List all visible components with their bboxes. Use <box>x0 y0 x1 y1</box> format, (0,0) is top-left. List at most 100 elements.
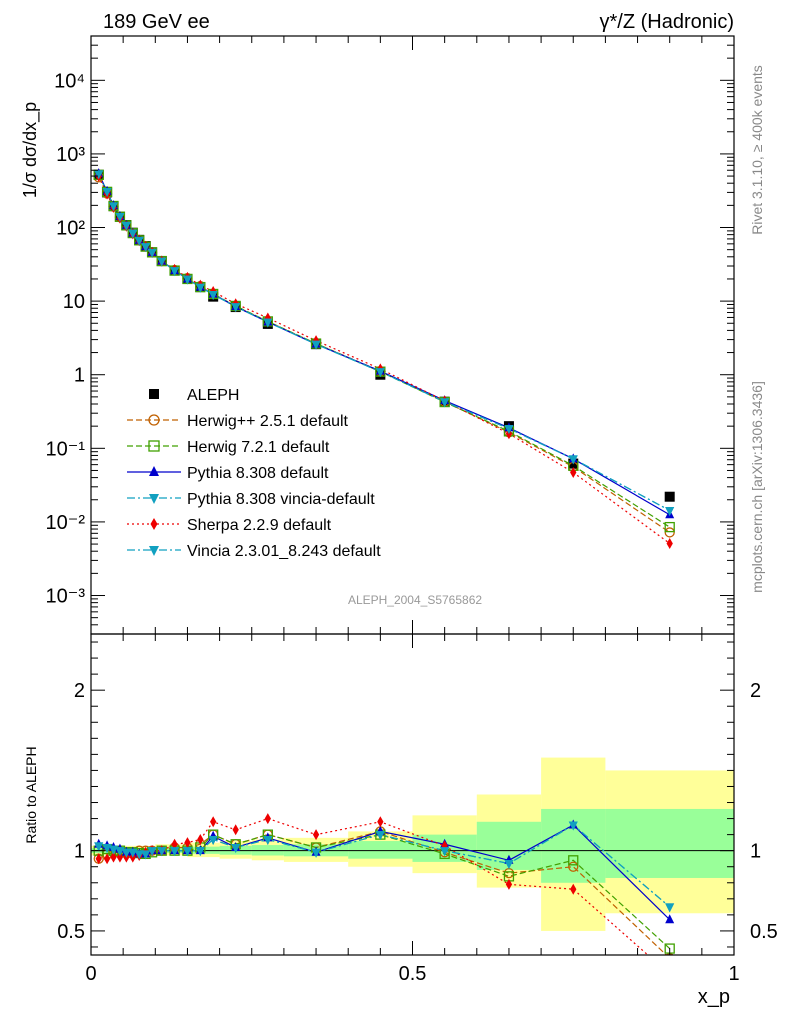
ratio-point-vincia-2-3-01-8-243-default-6 <box>134 850 144 860</box>
ratio-line-herwig-2-5-1-default <box>98 830 668 955</box>
legend-label-sherpa-2-2-9-default: Sherpa 2.2.9 default <box>187 517 332 534</box>
point-vincia-2-3-01-8-243-default-3 <box>115 213 125 223</box>
ratio-point-vincia-2-3-01-8-243-default-7 <box>141 850 151 860</box>
ratio-point-sherpa-2-2-9-default-13 <box>210 816 217 828</box>
legend-label-herwig-7-2-1-default: Herwig 7.2.1 default <box>187 439 330 456</box>
x-axis-title: x_p <box>698 986 730 1008</box>
point-vincia-2-3-01-8-243-default-19 <box>504 425 514 435</box>
line-pythia-8-308-default <box>98 173 671 516</box>
ratio-ytick-label-right-1: 1 <box>750 841 761 863</box>
ratio-point-sherpa-2-2-9-default-10 <box>171 838 178 850</box>
point-aleph-21 <box>664 491 675 502</box>
ratio-point-sherpa-2-2-9-default-20 <box>570 883 577 895</box>
ratio-point-vincia-2-3-01-8-243-default-20 <box>568 821 578 831</box>
point-vincia-2-3-01-8-243-default-10 <box>170 267 180 277</box>
point-herwig-7-2-1-default-21 <box>664 521 675 533</box>
ratio-point-vincia-2-3-01-8-243-default-8 <box>147 847 157 857</box>
ratio-point-vincia-2-3-01-8-243-default-3 <box>115 847 125 857</box>
ratio-point-herwig-2-5-1-default-20 <box>568 861 579 872</box>
top-ytick-label-0: 10⁻³ <box>46 586 86 608</box>
point-vincia-2-3-01-8-243-default-7 <box>141 243 151 253</box>
ratio-ytick-label-left-0: 0.5 <box>57 921 85 943</box>
rivet-label: Rivet 3.1.10, ≥ 400k events <box>749 65 765 235</box>
line-herwig-2-5-1-default <box>98 177 671 533</box>
ratio-line-sherpa-2-2-9-default <box>98 817 649 955</box>
legend-marker-herwig-2-5-1-default <box>148 414 160 426</box>
ratio-point-vincia-2-3-01-8-243-default-18 <box>440 847 450 857</box>
point-sherpa-2-2-9-default-21 <box>666 537 673 549</box>
point-vincia-2-3-01-8-243-default-12 <box>195 283 205 293</box>
line-vincia-2-3-01-8-243-default <box>98 173 670 512</box>
point-vincia-2-3-01-8-243-default-11 <box>182 275 192 285</box>
point-vincia-2-3-01-8-243-default-1 <box>102 188 112 198</box>
ratio-y-axis-title: Ratio to ALEPH <box>23 746 39 843</box>
x-tick-label-1: 0.5 <box>399 963 427 985</box>
mc-series-lines <box>98 173 671 955</box>
top-ytick-label-6: 10³ <box>56 144 85 166</box>
top-ytick-label-7: 10⁴ <box>54 70 85 92</box>
ratio-point-sherpa-2-2-9-default-17 <box>377 816 384 828</box>
ratio-point-vincia-2-3-01-8-243-default-2 <box>109 845 119 855</box>
point-sherpa-2-2-9-default-20 <box>570 466 577 478</box>
axes <box>90 35 735 956</box>
ratio-point-sherpa-2-2-9-default-16 <box>312 829 320 841</box>
point-vincia-2-3-01-8-243-default-16 <box>311 340 321 350</box>
ratio-point-sherpa-2-2-9-default-2 <box>110 851 117 863</box>
legend-marker-pythia-8-308-default <box>149 466 159 476</box>
top-ytick-label-3: 1 <box>74 365 85 387</box>
point-vincia-2-3-01-8-243-default-2 <box>109 202 119 212</box>
right-title: γ*/Z (Hadronic) <box>600 11 734 33</box>
ratio-point-vincia-2-3-01-8-243-default-1 <box>102 843 112 853</box>
legend-marker-herwig-7-2-1-default <box>148 440 160 452</box>
top-ytick-label-4: 10 <box>63 291 85 313</box>
ratio-point-pythia-8-308-default-21 <box>665 914 675 924</box>
top-ytick-label-1: 10⁻² <box>46 512 86 534</box>
legend-label-pythia-8-308-vincia-default: Pythia 8.308 vincia-default <box>187 491 375 508</box>
ratio-ytick-label-left-1: 1 <box>74 841 85 863</box>
ratio-point-vincia-2-3-01-8-243-default-9 <box>157 847 167 857</box>
ratio-point-sherpa-2-2-9-default-1 <box>103 853 111 865</box>
legend: ALEPH Herwig++ 2.5.1 default Herwig 7.2.1 … <box>127 387 381 560</box>
mcplots-label: mcplots.cern.ch [arXiv:1306.3436] <box>749 381 765 593</box>
point-vincia-2-3-01-8-243-default-15 <box>263 318 273 328</box>
point-vincia-2-3-01-8-243-default-14 <box>231 303 241 313</box>
x-tick-label-0: 0 <box>85 963 96 985</box>
line-sherpa-2-2-9-default <box>98 176 671 544</box>
ratio-markers <box>93 813 675 955</box>
legend-label-herwig-2-5-1-default: Herwig++ 2.5.1 default <box>187 413 349 430</box>
top-ytick-label-5: 10² <box>56 218 85 240</box>
ratio-point-vincia-2-3-01-8-243-default-13 <box>208 835 218 845</box>
legend-marker-aleph <box>149 389 159 399</box>
ratio-point-herwig-7-2-1-default-20 <box>568 855 579 866</box>
top-markers <box>93 168 675 549</box>
point-vincia-2-3-01-8-243-default-17 <box>375 368 385 378</box>
ratio-point-sherpa-2-2-9-default-0 <box>95 853 102 865</box>
ratio-point-sherpa-2-2-9-default-12 <box>197 833 204 845</box>
point-vincia-2-3-01-8-243-default-13 <box>208 290 218 300</box>
analysis-id: ALEPH_2004_S5765862 <box>348 593 482 607</box>
ratio-point-vincia-2-3-01-8-243-default-17 <box>375 831 385 841</box>
point-vincia-2-3-01-8-243-default-9 <box>157 257 167 267</box>
legend-marker-vincia-2-3-01-8-243-default <box>149 546 159 556</box>
ratio-point-vincia-2-3-01-8-243-default-19 <box>504 860 514 870</box>
point-vincia-2-3-01-8-243-default-20 <box>568 455 578 465</box>
ratio-point-vincia-2-3-01-8-243-default-5 <box>128 848 138 858</box>
ratio-point-vincia-2-3-01-8-243-default-16 <box>311 848 321 858</box>
line-pythia-8-308-vincia-default <box>98 173 670 512</box>
point-vincia-2-3-01-8-243-default-5 <box>128 229 138 239</box>
x-tick-label-2: 1 <box>728 963 739 985</box>
ratio-point-vincia-2-3-01-8-243-default-10 <box>170 847 180 857</box>
ratio-point-sherpa-2-2-9-default-11 <box>184 837 191 849</box>
legend-marker-sherpa-2-2-9-default <box>150 518 158 530</box>
ratio-point-vincia-2-3-01-8-243-default-21 <box>665 903 675 913</box>
ratio-point-sherpa-2-2-9-default-3 <box>116 851 124 863</box>
ratio-line-vincia-2-3-01-8-243-default <box>98 824 671 908</box>
ratio-point-vincia-2-3-01-8-243-default-15 <box>263 835 273 845</box>
top-ytick-label-2: 10⁻¹ <box>46 438 86 460</box>
ratio-ytick-label-right-0: 0.5 <box>750 921 778 943</box>
band-1sigma-10 <box>605 808 734 878</box>
point-vincia-2-3-01-8-243-default-0 <box>94 170 104 180</box>
point-vincia-2-3-01-8-243-default-4 <box>121 221 131 231</box>
legend-label-vincia-2-3-01-8-243-default: Vincia 2.3.01_8.243 default <box>187 543 381 560</box>
band-1sigma-6 <box>348 841 413 859</box>
